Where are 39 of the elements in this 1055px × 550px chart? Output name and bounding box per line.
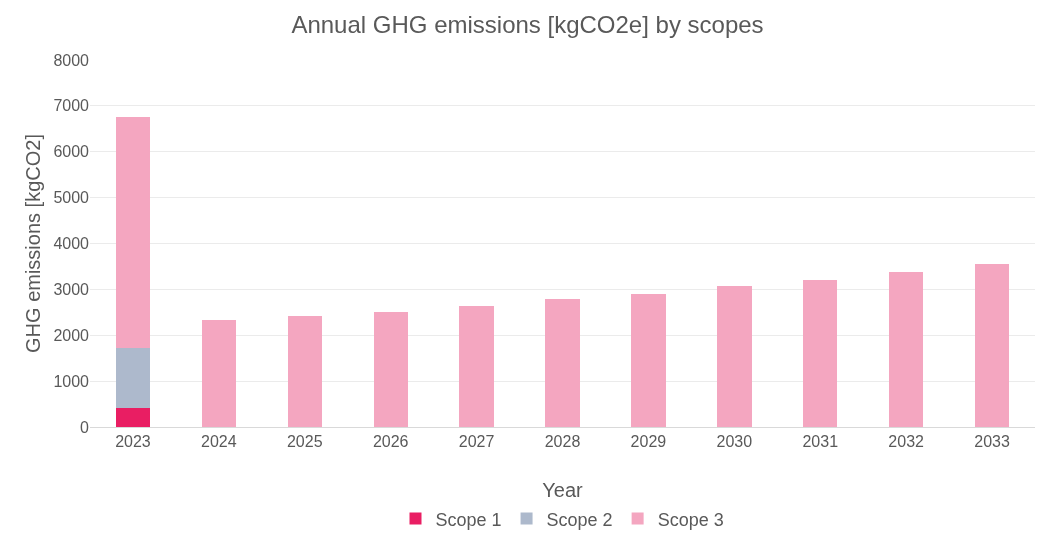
x-tick-label: 2024 [201, 433, 237, 451]
x-tick-label: 2025 [286, 433, 323, 451]
x-tick-label: 2027 [458, 433, 495, 451]
y-tick-label: 1000 [53, 372, 90, 390]
y-tick-label: 0 [80, 418, 90, 436]
x-tick-label: 2029 [630, 433, 667, 451]
y-axis-title: GHG emissions [kgCO2] [22, 134, 44, 353]
y-tick-label: 5000 [53, 189, 90, 207]
x-tick-label: 2032 [888, 433, 925, 451]
x-tick-label: 2026 [372, 433, 409, 451]
bar [717, 286, 752, 427]
y-tick-label: 7000 [53, 97, 90, 115]
bar [803, 280, 838, 427]
bar [201, 320, 237, 427]
legend-label: Scope 3 [657, 509, 724, 530]
y-tick-label: 8000 [53, 51, 90, 69]
bar [631, 293, 666, 427]
legend-label: Scope 2 [546, 509, 613, 530]
bar [373, 311, 408, 427]
bar [974, 264, 1010, 427]
bar [287, 315, 322, 427]
x-tick-label: 2028 [544, 433, 581, 451]
x-tick-label: 2031 [802, 433, 839, 451]
chart-title: Annual GHG emissions [kgCO2e] by scopes [291, 11, 764, 39]
y-tick-label: 3000 [53, 280, 90, 298]
bar [115, 407, 151, 427]
y-tick-label: 6000 [53, 143, 90, 161]
bar [459, 305, 494, 427]
legend-label: Scope 1 [435, 509, 502, 530]
x-axis-title: Year [542, 479, 584, 501]
y-tick-label: 4000 [53, 235, 90, 253]
x-tick-label: 2033 [974, 433, 1010, 451]
y-tick-label: 2000 [53, 326, 90, 344]
bar [115, 347, 151, 408]
bar [545, 299, 580, 427]
x-tick-label: 2030 [716, 433, 753, 451]
bar [115, 117, 151, 348]
x-tick-label: 2023 [115, 433, 151, 451]
bar [888, 272, 924, 427]
